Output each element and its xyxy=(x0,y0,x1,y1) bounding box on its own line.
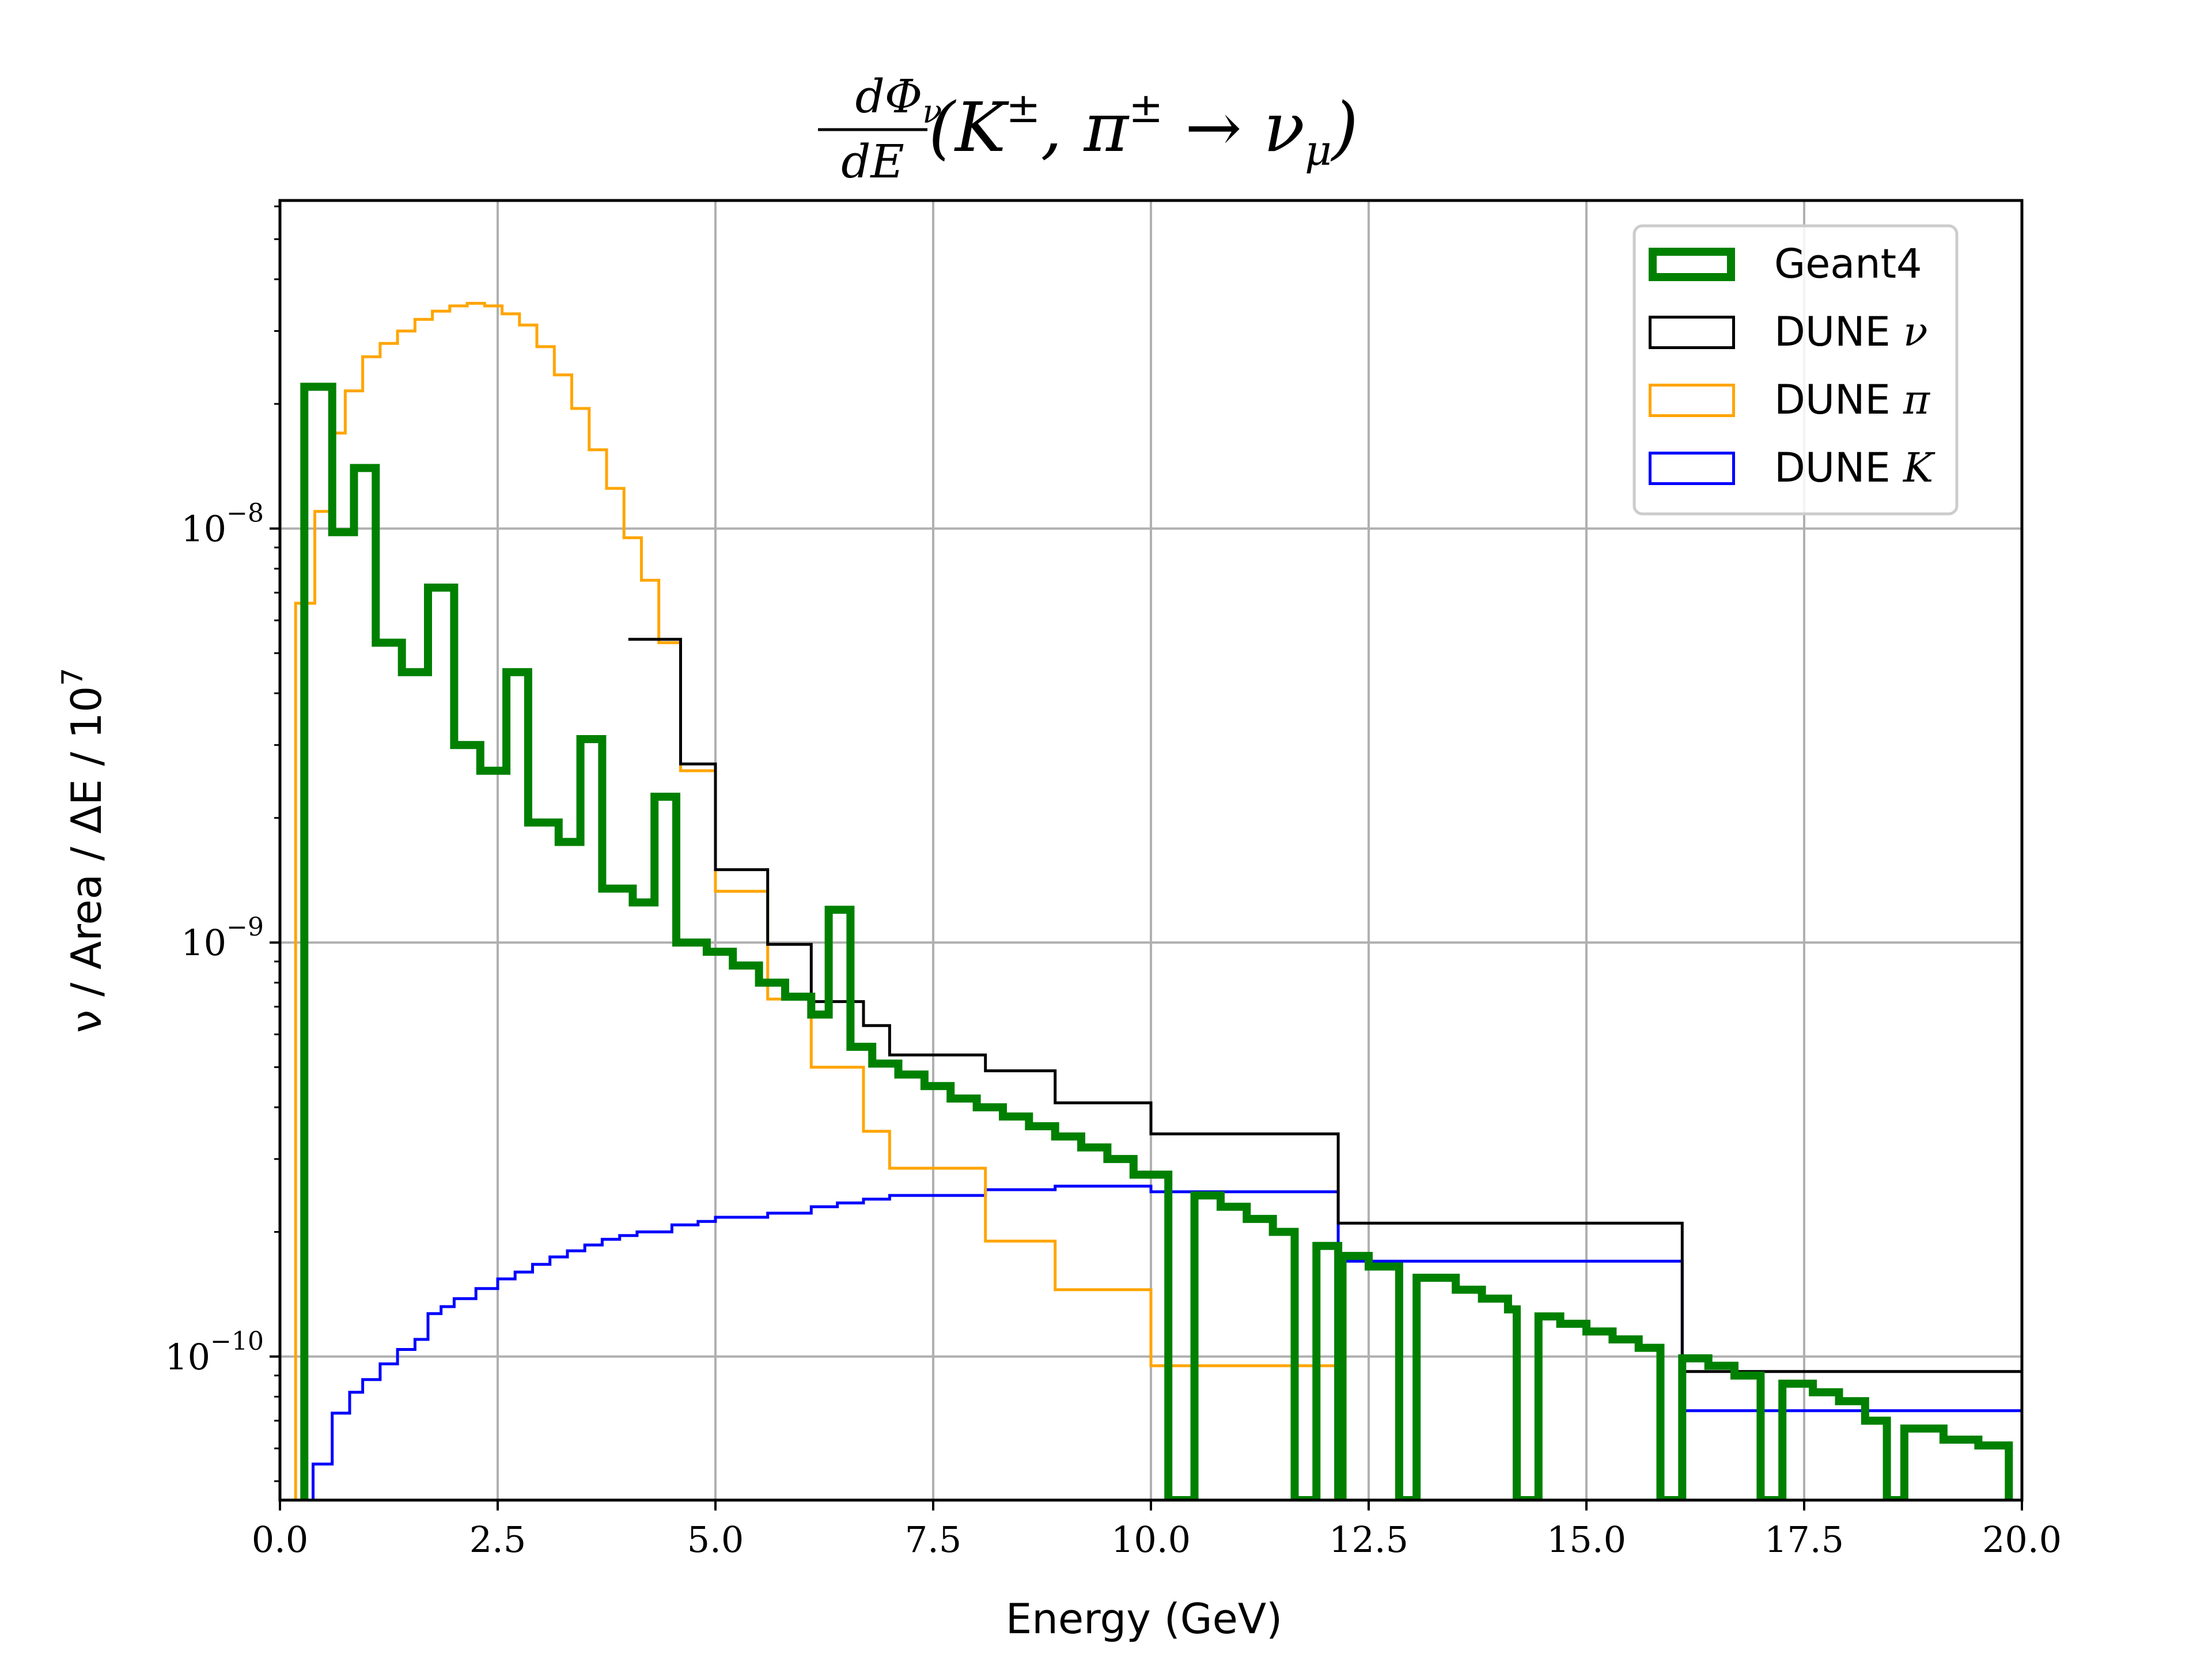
y-axis-label-group: ν / Area / ΔE / 107 xyxy=(56,668,111,1033)
y-tick-label: 10−8 xyxy=(181,498,264,550)
legend: Geant4 DUNE ν DUNE π DUNE K xyxy=(1633,224,1959,516)
legend-entry: DUNE ν xyxy=(1649,308,1928,355)
series-line-1 xyxy=(628,638,2022,1373)
legend-label: DUNE π xyxy=(1774,376,1931,423)
legend-label: DUNE K xyxy=(1774,444,1936,491)
title-main-text: (K±, π± → νμ) xyxy=(929,84,1358,175)
series-line-0 xyxy=(300,383,2013,1500)
x-axis-label: Energy (GeV) xyxy=(1006,1595,1282,1643)
legend-swatch xyxy=(1649,316,1735,349)
legend-swatch xyxy=(1649,248,1735,281)
legend-swatch xyxy=(1649,384,1735,417)
series-line-2 xyxy=(294,302,1340,1500)
x-tick-label: 2.5 xyxy=(469,1519,527,1561)
x-tick-label: 5.0 xyxy=(687,1519,744,1561)
legend-entry: Geant4 xyxy=(1649,240,1922,287)
y-axis-label: ν / Area / ΔE / 107 xyxy=(56,668,111,1033)
y-tick-label: 10−9 xyxy=(181,913,264,964)
x-tick-label: 0.0 xyxy=(252,1519,309,1561)
legend-entry: DUNE π xyxy=(1649,376,1931,423)
series-line-3 xyxy=(312,1184,2022,1500)
x-tick-label: 12.5 xyxy=(1329,1519,1408,1561)
title-frac-denominator: dE xyxy=(841,135,904,188)
legend-label: DUNE ν xyxy=(1774,308,1928,355)
legend-box xyxy=(1633,224,1959,516)
x-tick-label: 10.0 xyxy=(1111,1519,1191,1561)
legend-label: Geant4 xyxy=(1774,240,1922,287)
x-tick-label: 15.0 xyxy=(1547,1519,1626,1561)
x-tick-label: 17.5 xyxy=(1764,1519,1844,1561)
y-tick-label: 10−10 xyxy=(165,1327,264,1378)
chart-title: dΦν dE (K±, π± → νμ) xyxy=(818,70,1358,188)
series-layer xyxy=(294,302,2022,1500)
x-tick-label: 20.0 xyxy=(1982,1519,2062,1561)
legend-entry: DUNE K xyxy=(1649,444,1936,491)
ticks-layer: 0.0 2.5 5.0 7.5 10.0 12.5 15.0 17.5 20.0 10−8 10−9… xyxy=(165,205,2062,1561)
title-frac-numerator: dΦν xyxy=(855,70,942,131)
legend-swatch xyxy=(1649,452,1735,485)
x-tick-label: 7.5 xyxy=(905,1519,962,1561)
